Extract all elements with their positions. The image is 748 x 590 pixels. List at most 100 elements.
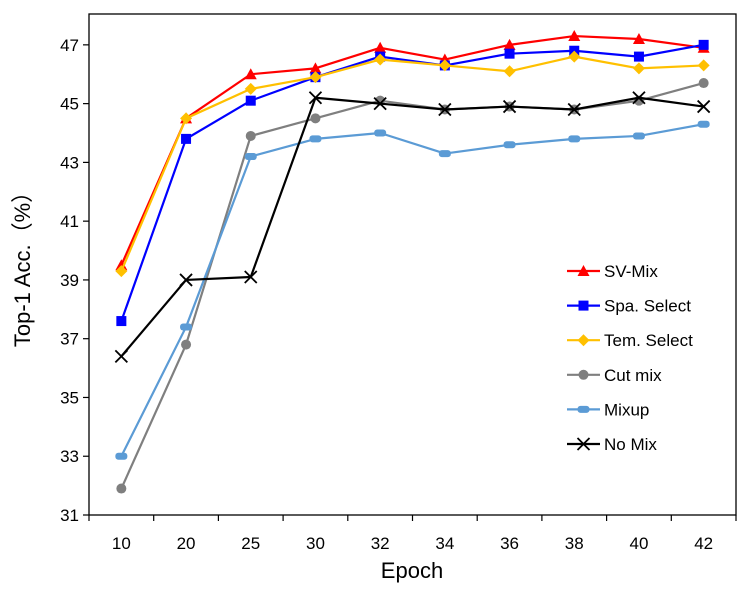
legend-marker bbox=[578, 369, 589, 380]
y-tick-label: 41 bbox=[60, 212, 79, 231]
legend-item-tem-select: Tem. Select bbox=[567, 331, 693, 350]
legend-item-spa-select: Spa. Select bbox=[567, 297, 691, 316]
legend-item-sv-mix: SV-Mix bbox=[567, 262, 658, 281]
data-point-no-mix bbox=[308, 91, 323, 105]
data-point-mixup bbox=[180, 323, 193, 331]
x-tick-label: 36 bbox=[500, 534, 519, 553]
legend-label: SV-Mix bbox=[604, 262, 658, 281]
data-point-mixup bbox=[568, 135, 581, 143]
data-point-cut-mix bbox=[181, 339, 192, 350]
x-tick-label: 25 bbox=[241, 534, 260, 553]
data-point-spa-select bbox=[245, 95, 256, 106]
data-point-spa-select bbox=[633, 51, 644, 62]
data-point-mixup bbox=[244, 153, 257, 161]
data-point-tem-select bbox=[697, 59, 710, 72]
data-point-mixup bbox=[374, 129, 387, 137]
legend-marker bbox=[577, 265, 590, 276]
x-tick-label: 20 bbox=[177, 534, 196, 553]
data-point-cut-mix bbox=[116, 483, 127, 494]
data-point-sv-mix bbox=[115, 259, 128, 271]
data-point-mixup bbox=[438, 150, 451, 158]
data-point-tem-select bbox=[568, 50, 581, 63]
series-tem-select bbox=[115, 50, 710, 278]
data-point-no-mix bbox=[179, 273, 193, 287]
data-point-tem-select bbox=[503, 65, 516, 78]
data-point-mixup bbox=[632, 132, 645, 140]
data-point-mixup bbox=[503, 141, 516, 149]
data-point-spa-select bbox=[698, 39, 709, 50]
data-point-tem-select bbox=[309, 71, 322, 84]
data-point-no-mix bbox=[373, 96, 387, 111]
data-point-sv-mix bbox=[632, 32, 645, 44]
data-point-no-mix bbox=[502, 99, 517, 114]
legend-label: Mixup bbox=[604, 400, 649, 419]
data-point-tem-select bbox=[438, 59, 451, 72]
data-point-no-mix bbox=[438, 102, 452, 117]
y-axis-ticks: 31 33 35 37 39 41 43 45 47 bbox=[60, 36, 89, 525]
legend-label: Spa. Select bbox=[604, 297, 691, 316]
data-point-spa-select bbox=[504, 48, 515, 59]
legend-marker bbox=[576, 437, 591, 451]
y-tick-label: 33 bbox=[60, 447, 79, 466]
x-axis-title: Epoch bbox=[381, 558, 443, 583]
series-line-sv-mix bbox=[120, 34, 704, 266]
y-tick-label: 35 bbox=[60, 388, 79, 407]
series-line-tem-select bbox=[120, 55, 704, 272]
x-tick-label: 34 bbox=[435, 534, 454, 553]
data-point-cut-mix bbox=[698, 78, 709, 89]
data-point-tem-select bbox=[180, 112, 193, 125]
data-point-no-mix bbox=[244, 270, 258, 284]
x-tick-label: 30 bbox=[306, 534, 325, 553]
y-tick-label: 45 bbox=[60, 95, 79, 114]
series-sv-mix bbox=[115, 30, 710, 271]
data-point-sv-mix bbox=[374, 41, 387, 53]
legend-label: No Mix bbox=[604, 435, 657, 454]
data-point-mixup bbox=[697, 120, 710, 128]
series-layer bbox=[114, 30, 711, 494]
series-no-mix bbox=[114, 91, 711, 363]
x-tick-label: 40 bbox=[629, 534, 648, 553]
series-cut-mix bbox=[116, 78, 709, 494]
y-tick-label: 31 bbox=[60, 506, 79, 525]
data-point-sv-mix bbox=[244, 68, 257, 80]
x-tick-label: 10 bbox=[112, 534, 131, 553]
data-point-mixup bbox=[309, 135, 322, 143]
data-point-no-mix bbox=[697, 99, 711, 114]
data-point-cut-mix bbox=[310, 113, 321, 124]
legend-marker bbox=[578, 300, 589, 311]
data-point-no-mix bbox=[632, 91, 646, 105]
data-point-spa-select bbox=[181, 133, 192, 144]
series-line-mixup bbox=[120, 123, 704, 457]
x-tick-label: 32 bbox=[371, 534, 390, 553]
data-point-sv-mix bbox=[503, 38, 516, 50]
legend-label: Tem. Select bbox=[604, 331, 693, 350]
legend: SV-Mix Spa. Select Tem. Select Cut mix Mixup… bbox=[567, 262, 693, 454]
y-axis-title: Top-1 Acc.（%） bbox=[10, 181, 35, 347]
data-point-no-mix bbox=[114, 349, 128, 363]
series-line-no-mix bbox=[120, 96, 704, 358]
data-point-tem-select bbox=[115, 265, 128, 278]
data-point-sv-mix bbox=[568, 30, 581, 42]
legend-item-no-mix: No Mix bbox=[567, 435, 657, 454]
y-tick-label: 39 bbox=[60, 271, 79, 290]
y-tick-label: 43 bbox=[60, 153, 79, 172]
data-point-no-mix bbox=[567, 102, 581, 117]
legend-marker bbox=[577, 405, 590, 413]
data-point-cut-mix bbox=[245, 130, 256, 141]
x-axis-ticks: 10 20 25 30 32 34 36 38 40 42 bbox=[88, 515, 737, 553]
data-point-sv-mix bbox=[309, 62, 322, 74]
legend-marker bbox=[577, 334, 590, 347]
series-mixup bbox=[115, 120, 710, 460]
data-point-tem-select bbox=[374, 53, 387, 66]
data-point-mixup bbox=[115, 452, 128, 460]
legend-label: Cut mix bbox=[604, 366, 662, 385]
series-line-spa-select bbox=[120, 43, 704, 322]
legend-item-mixup: Mixup bbox=[567, 400, 649, 419]
y-tick-label: 47 bbox=[60, 36, 79, 55]
data-point-tem-select bbox=[632, 62, 645, 75]
x-tick-label: 42 bbox=[694, 534, 713, 553]
data-point-spa-select bbox=[116, 316, 127, 327]
y-tick-label: 37 bbox=[60, 330, 79, 349]
data-point-tem-select bbox=[244, 82, 257, 95]
